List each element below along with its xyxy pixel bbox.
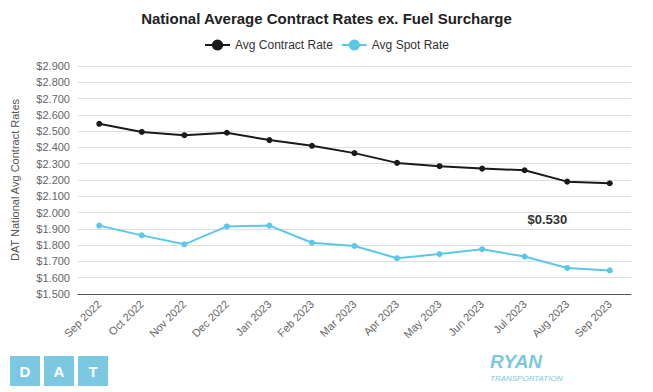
svg-text:$2.900: $2.900 xyxy=(36,60,70,72)
svg-text:$1.900: $1.900 xyxy=(36,223,70,235)
svg-text:$1.500: $1.500 xyxy=(36,288,70,300)
svg-text:TRANSPORTATION: TRANSPORTATION xyxy=(490,374,563,383)
svg-text:May 2023: May 2023 xyxy=(401,298,444,341)
svg-text:Apr 2023: Apr 2023 xyxy=(361,298,401,338)
svg-text:Oct 2022: Oct 2022 xyxy=(106,298,146,338)
svg-text:$2.800: $2.800 xyxy=(36,76,70,88)
svg-text:Nov 2022: Nov 2022 xyxy=(147,298,189,340)
svg-text:$2.600: $2.600 xyxy=(36,109,70,121)
svg-text:Aug 2023: Aug 2023 xyxy=(530,298,572,340)
svg-text:$2.700: $2.700 xyxy=(36,93,70,105)
svg-text:Mar 2023: Mar 2023 xyxy=(317,298,358,339)
svg-text:$2.100: $2.100 xyxy=(36,190,70,202)
svg-text:T: T xyxy=(88,363,97,380)
svg-text:$2.400: $2.400 xyxy=(36,141,70,153)
svg-text:Avg Spot Rate: Avg Spot Rate xyxy=(372,38,449,52)
svg-text:Jul 2023: Jul 2023 xyxy=(491,298,529,336)
svg-text:Dec 2022: Dec 2022 xyxy=(189,298,231,340)
svg-text:D: D xyxy=(20,363,31,380)
svg-text:$1.700: $1.700 xyxy=(36,255,70,267)
svg-text:A: A xyxy=(54,363,65,380)
svg-text:Avg Contract Rate: Avg Contract Rate xyxy=(235,38,333,52)
svg-text:National Average Contract Rate: National Average Contract Rates ex. Fuel… xyxy=(141,10,512,27)
svg-text:$2.200: $2.200 xyxy=(36,174,70,186)
svg-text:Jan 2023: Jan 2023 xyxy=(233,298,273,338)
svg-text:$2.300: $2.300 xyxy=(36,158,70,170)
svg-text:$1.800: $1.800 xyxy=(36,239,70,251)
svg-text:Sep 2023: Sep 2023 xyxy=(572,298,614,340)
svg-text:$0.530: $0.530 xyxy=(527,212,567,227)
svg-text:$1.600: $1.600 xyxy=(36,272,70,284)
svg-text:Sep 2022: Sep 2022 xyxy=(62,298,104,340)
svg-text:DAT National Avg Contract Rate: DAT National Avg Contract Rates xyxy=(9,98,21,261)
svg-text:RYAN: RYAN xyxy=(490,351,543,372)
svg-text:Feb 2023: Feb 2023 xyxy=(275,298,316,339)
svg-text:Jun 2023: Jun 2023 xyxy=(446,298,486,338)
svg-text:$2.500: $2.500 xyxy=(36,125,70,137)
svg-text:$2.000: $2.000 xyxy=(36,207,70,219)
